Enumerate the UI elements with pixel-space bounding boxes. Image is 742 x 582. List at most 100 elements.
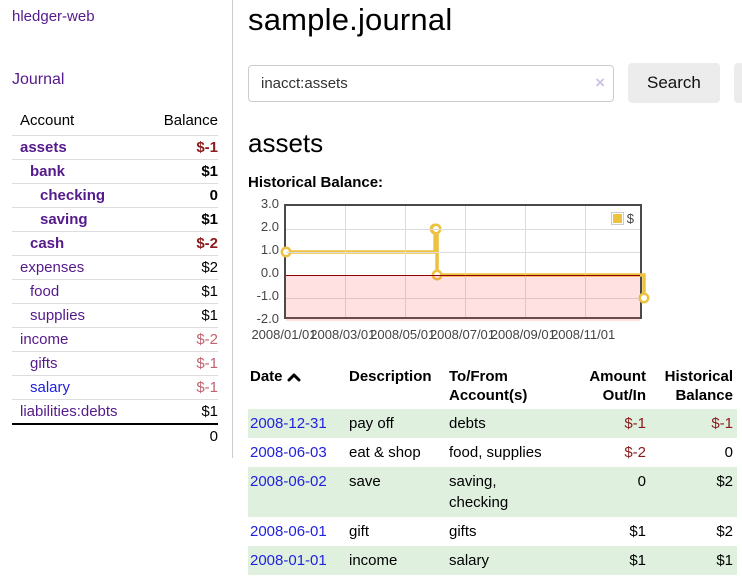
y-axis-tick-label: 3.0: [260, 196, 279, 211]
account-balance: $1: [148, 399, 218, 424]
transaction-date-link[interactable]: 2008-06-02: [250, 473, 327, 490]
accounts-header-balance: Balance: [163, 112, 218, 129]
account-row: gifts $-1: [12, 351, 218, 376]
search-input[interactable]: [248, 64, 614, 102]
transaction-balance: $2: [716, 523, 733, 540]
transaction-accounts: food, supplies: [449, 444, 542, 461]
account-link[interactable]: saving: [40, 211, 88, 228]
historical-balance-chart: $ 3.0 2.0 1.0 0.0 -1.0 -2.0 2008/01/01 2008/03/…: [248, 196, 728, 344]
register-header-amount[interactable]: Amount Out/In: [589, 368, 646, 404]
account-row: supplies $1: [12, 303, 218, 328]
account-balance: $1: [148, 159, 218, 184]
gridline: [286, 298, 640, 299]
account-link[interactable]: checking: [40, 187, 106, 204]
x-axis-tick-label: 2008/11/01: [551, 327, 616, 342]
account-link[interactable]: income: [20, 331, 69, 348]
account-link[interactable]: assets: [20, 139, 67, 156]
y-axis-tick-label: 2.0: [260, 219, 279, 234]
gridline: [286, 252, 640, 253]
app-brand-link[interactable]: hledger-web: [12, 8, 95, 25]
register-header-description[interactable]: Description: [349, 368, 432, 385]
transaction-description: income: [349, 552, 398, 569]
transaction-accounts: debts: [449, 415, 486, 432]
clear-search-icon[interactable]: ×: [595, 72, 605, 92]
help-button[interactable]: ?: [733, 63, 742, 103]
search-bar: × Search ?: [248, 63, 742, 103]
transaction-amount: $1: [629, 523, 646, 540]
gridline: [585, 206, 587, 317]
x-axis-tick-label: 2008/07/01: [429, 327, 496, 342]
transaction-date-link[interactable]: 2008-01-01: [250, 552, 327, 569]
x-axis-tick-label: 2008/09/01: [490, 327, 556, 342]
legend-swatch: [610, 212, 624, 225]
register-table: Date Description To/From Account(s) Amou…: [248, 365, 737, 575]
register-header-row: Date Description To/From Account(s) Amou…: [248, 365, 737, 409]
transaction-date-link[interactable]: 2008-06-01: [250, 523, 327, 540]
account-row: assets $-1: [12, 135, 218, 160]
transaction-description: gift: [349, 523, 370, 540]
page-title: sample.journal: [248, 2, 453, 37]
transaction-description: save: [349, 473, 381, 490]
x-axis-tick-label: 2008/05/01: [370, 327, 436, 342]
accounts-tbody: assets $-1 bank $1 checking 0 saving $1 cash $-2 e…: [12, 135, 218, 424]
chart-legend: $: [608, 210, 636, 227]
data-point-marker: [430, 223, 442, 235]
account-link[interactable]: cash: [30, 235, 65, 252]
zero-line: [286, 275, 640, 276]
account-row: expenses $2: [12, 255, 218, 280]
search-box: ×: [248, 64, 614, 102]
accounts-table: Account Balance assets $-1 bank $1 checking 0…: [12, 109, 218, 448]
account-balance: $-2: [148, 327, 218, 352]
account-row: income $-2: [12, 327, 218, 352]
transaction-description: eat & shop: [349, 444, 421, 461]
sort-ascending-icon: [287, 368, 301, 387]
account-balance: $1: [148, 207, 218, 232]
account-title: assets: [248, 128, 324, 158]
legend-label: $: [626, 211, 634, 226]
account-link[interactable]: liabilities:debts: [20, 403, 118, 420]
transaction-balance: $2: [716, 473, 733, 490]
account-row: food $1: [12, 279, 218, 304]
register-header-accounts[interactable]: To/From Account(s): [449, 368, 528, 404]
transaction-date-link[interactable]: 2008-06-03: [250, 444, 327, 461]
transaction-balance: $-1: [711, 415, 733, 432]
transaction-amount: $-1: [624, 415, 646, 432]
register-header-balance[interactable]: Historical Balance: [664, 368, 733, 404]
account-balance: $-1: [148, 351, 218, 376]
chart-plot[interactable]: $: [280, 204, 650, 321]
account-balance: $1: [148, 303, 218, 328]
register-row: 2008-06-01 gift gifts $1 $2: [248, 517, 737, 546]
negative-region: [286, 275, 640, 321]
chart-label: Historical Balance:: [248, 174, 384, 191]
account-row: salary $-1: [12, 375, 218, 400]
account-balance: $1: [148, 279, 218, 304]
register-tbody: 2008-12-31 pay off debts $-1 $-1 2008-06-03 ea…: [248, 409, 737, 575]
account-row: checking 0: [12, 183, 218, 208]
account-balance: $-1: [148, 135, 218, 160]
transaction-date-link[interactable]: 2008-12-31: [250, 415, 327, 432]
accounts-total-row: 0: [12, 423, 218, 448]
gridline: [404, 206, 406, 317]
account-link[interactable]: bank: [30, 163, 66, 180]
data-point-marker: [280, 246, 292, 258]
y-axis-tick-label: -2.0: [256, 311, 279, 326]
x-axis-tick-label: 2008/03/01: [310, 327, 376, 342]
register-row: 2008-06-02 save saving, checking 0 $2: [248, 467, 737, 517]
search-button[interactable]: Search: [628, 63, 720, 103]
register-header-date[interactable]: Date: [248, 365, 345, 409]
account-link[interactable]: food: [30, 283, 60, 300]
data-point-marker: [638, 292, 650, 304]
account-link[interactable]: gifts: [30, 355, 58, 372]
account-link[interactable]: salary: [30, 379, 71, 396]
sidebar: hledger-web Journal Account Balance asse…: [0, 0, 233, 458]
register-row: 2008-12-31 pay off debts $-1 $-1: [248, 409, 737, 438]
sidebar-item-journal[interactable]: Journal: [12, 71, 65, 88]
account-link[interactable]: expenses: [20, 259, 85, 276]
account-row: saving $1: [12, 207, 218, 232]
x-axis-tick-label: 2008/01/01: [251, 327, 317, 342]
account-link[interactable]: supplies: [30, 307, 86, 324]
register-row: 2008-01-01 income salary $1 $1: [248, 546, 737, 575]
register-row: 2008-06-03 eat & shop food, supplies $-2 0: [248, 438, 737, 467]
y-axis-tick-label: -1.0: [256, 288, 279, 303]
